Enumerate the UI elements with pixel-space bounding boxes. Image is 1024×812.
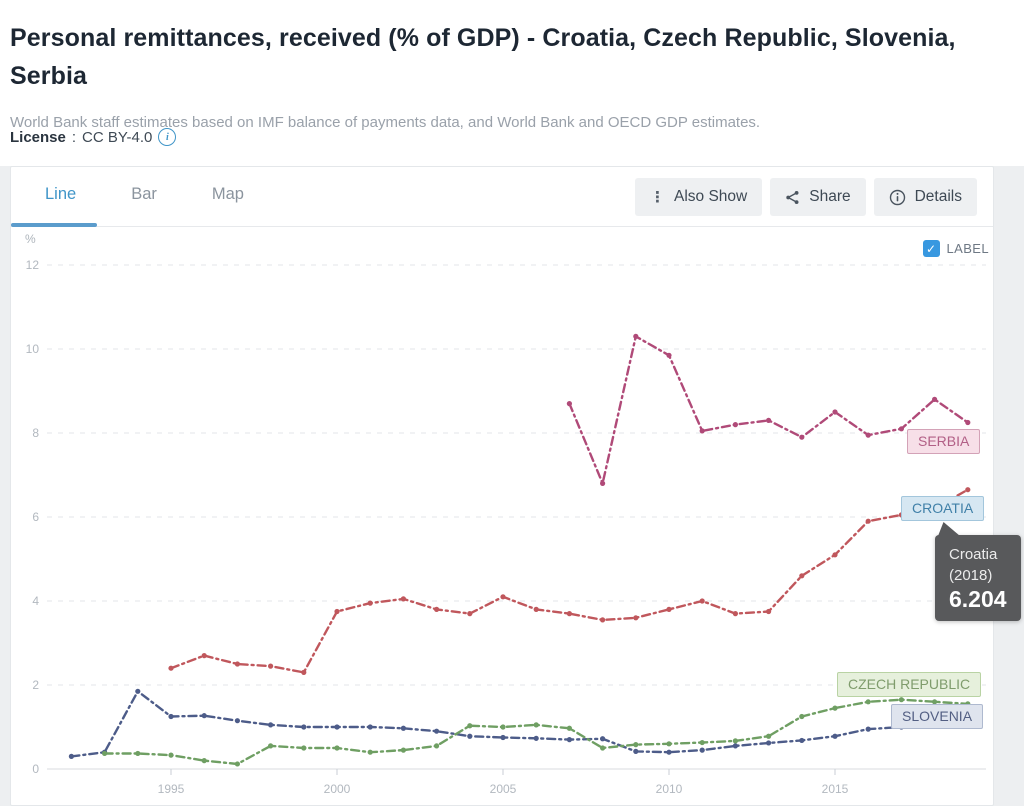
svg-text:2005: 2005 xyxy=(490,782,517,796)
tab-line[interactable]: Line xyxy=(39,167,82,205)
share-icon xyxy=(785,190,800,205)
y-axis-unit: % xyxy=(25,232,36,246)
active-tab-underline xyxy=(11,223,97,227)
license-separator: : xyxy=(71,128,77,146)
series-label-czech-republic: CZECH REPUBLIC xyxy=(837,672,982,697)
svg-text:2010: 2010 xyxy=(656,782,683,796)
also-show-button[interactable]: ⋮ Also Show xyxy=(635,178,763,216)
line-chart-canvas[interactable]: 0 2 4 6 8 10 12 1995 2000 2005 2010 2015 xyxy=(11,227,995,807)
share-button[interactable]: Share xyxy=(770,178,866,216)
label-checkbox-text: LABEL xyxy=(946,241,989,256)
svg-text:12: 12 xyxy=(26,258,40,272)
svg-text:1995: 1995 xyxy=(158,782,185,796)
svg-text:8: 8 xyxy=(32,426,39,440)
page-subtitle: World Bank staff estimates based on IMF … xyxy=(10,114,761,131)
license-label: License xyxy=(10,128,66,146)
series-label-serbia: SERBIA xyxy=(907,429,981,454)
info-icon xyxy=(889,189,906,206)
tooltip-country: Croatia xyxy=(949,546,998,563)
svg-text:2: 2 xyxy=(32,678,39,692)
license-value: CC BY-4.0 xyxy=(82,128,153,146)
svg-text:2000: 2000 xyxy=(324,782,351,796)
page-title: Personal remittances, received (% of GDP… xyxy=(10,23,956,90)
series-label-slovenia: SLOVENIA xyxy=(891,704,984,729)
share-label: Share xyxy=(809,188,851,205)
tooltip-year: (2018) xyxy=(949,567,993,584)
details-label: Details xyxy=(914,188,962,205)
label-checkbox[interactable]: ✓ xyxy=(922,240,940,257)
svg-text:10: 10 xyxy=(26,342,40,356)
svg-text:2015: 2015 xyxy=(822,782,849,796)
svg-text:4: 4 xyxy=(32,594,39,608)
datapoint-tooltip: Croatia (2018) 6.204 xyxy=(935,522,1021,621)
kebab-icon: ⋮ xyxy=(650,189,665,206)
label-toggle[interactable]: ✓ LABEL xyxy=(922,240,989,257)
tab-map[interactable]: Map xyxy=(206,167,250,205)
details-button[interactable]: Details xyxy=(873,178,977,216)
chart-region: % 0 2 4 6 8 10 12 1995 2000 2005 2010 2015 ✓ LABEL … xyxy=(11,227,1021,807)
chart-tabbar: Line Bar Map ⋮ Also Show Share xyxy=(11,167,993,227)
license-info-icon[interactable]: i xyxy=(158,128,177,146)
tooltip-value: 6.204 xyxy=(949,586,1007,612)
license-row: License : CC BY-4.0 i xyxy=(10,128,177,146)
also-show-label: Also Show xyxy=(674,188,748,205)
tabs: Line Bar Map xyxy=(11,167,993,205)
toolbar-buttons: ⋮ Also Show Share xyxy=(635,178,977,216)
tab-bar[interactable]: Bar xyxy=(125,167,163,205)
svg-text:6: 6 xyxy=(32,510,39,524)
series-label-croatia: CROATIA xyxy=(901,496,985,521)
chart-card: Line Bar Map ⋮ Also Show Share xyxy=(10,166,1021,807)
svg-text:0: 0 xyxy=(32,762,39,776)
